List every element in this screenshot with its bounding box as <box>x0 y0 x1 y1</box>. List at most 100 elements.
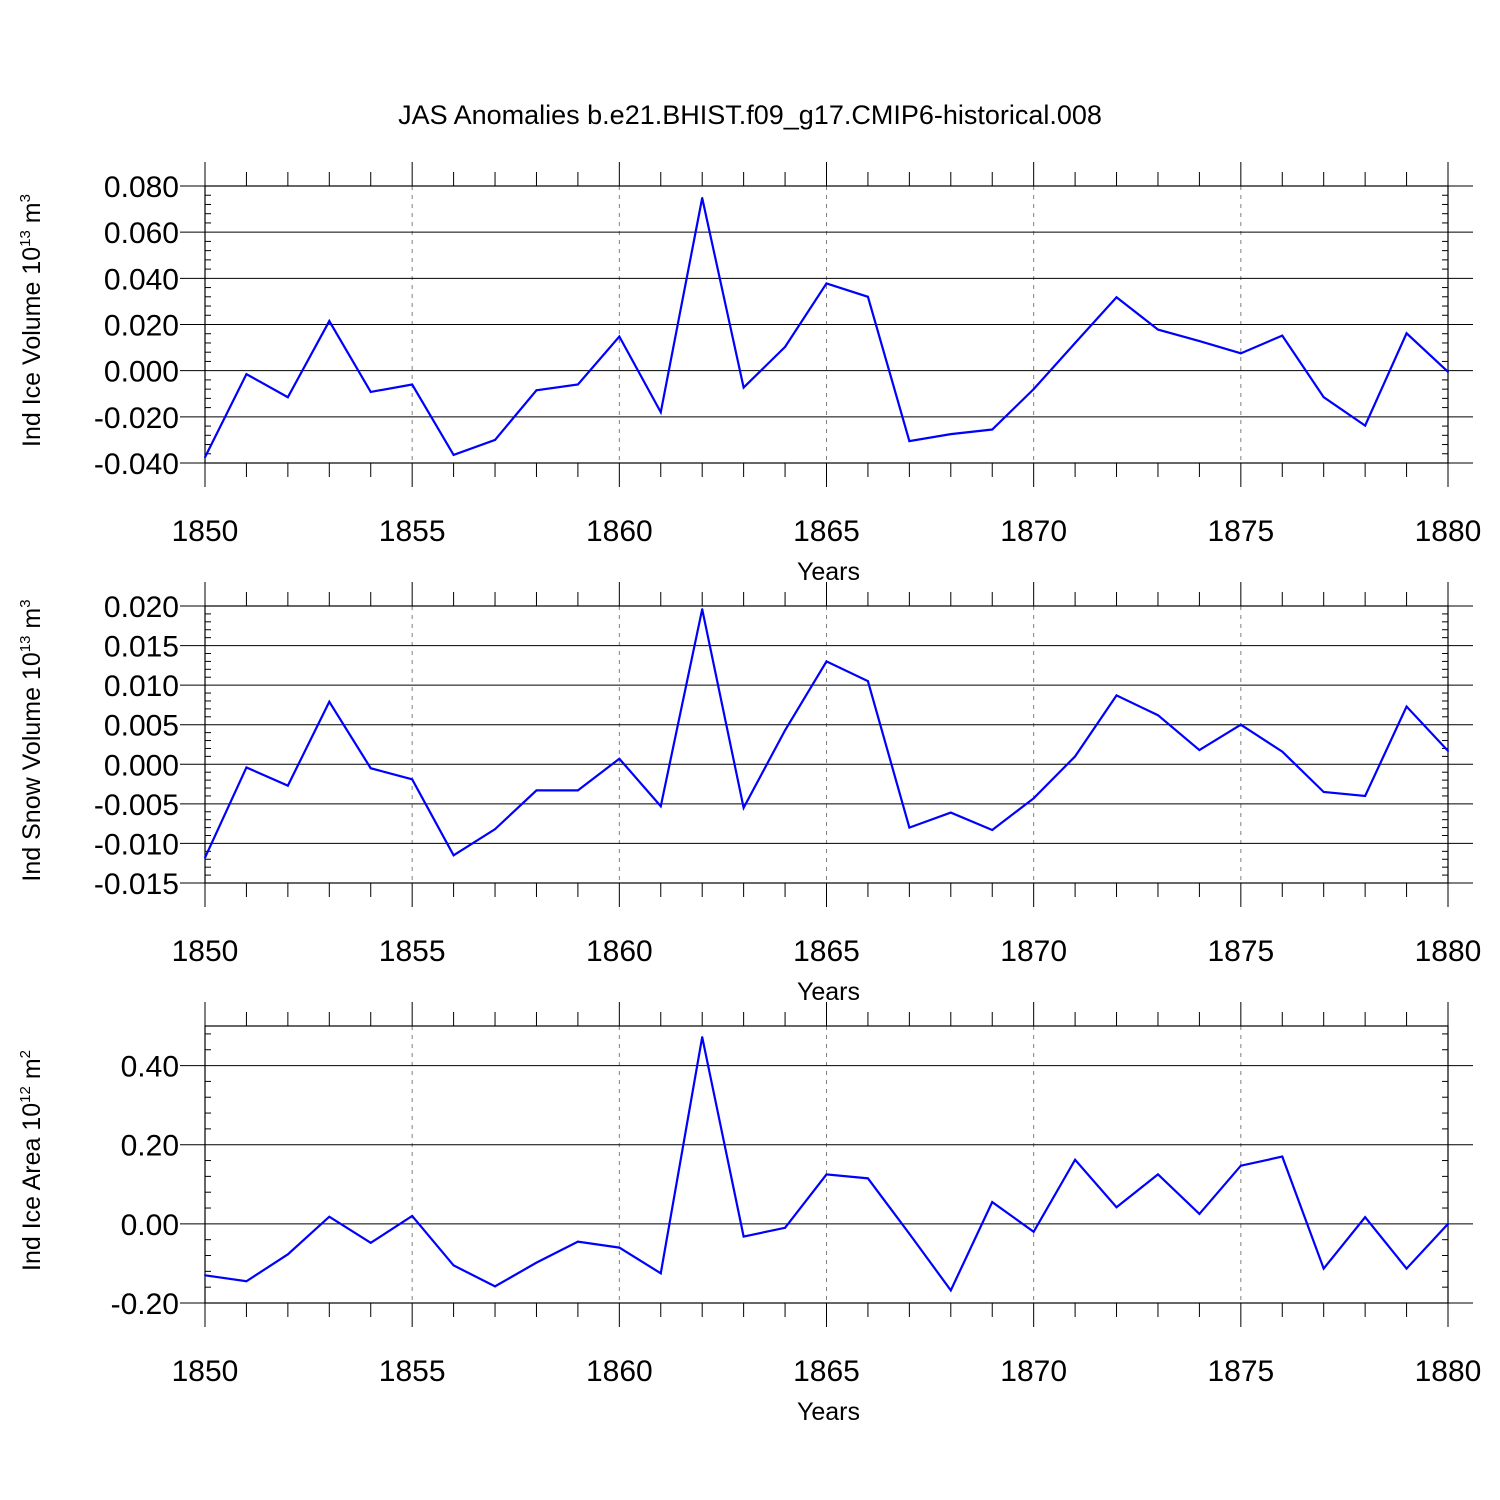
data-point <box>1364 794 1367 797</box>
data-point <box>1405 1267 1408 1270</box>
data-point <box>1364 424 1367 427</box>
data-point <box>369 390 372 393</box>
x-axis-label: Years <box>797 558 860 586</box>
y-axis-label: Ind Ice Area 1012 m2 <box>17 1050 46 1271</box>
y-axis-label: Ind Snow Volume 1013 m3 <box>17 599 46 881</box>
y-tick-label: 0.020 <box>104 310 179 343</box>
x-tick-label: 1865 <box>793 515 860 548</box>
data-point <box>825 660 828 663</box>
data-point <box>1156 1173 1159 1176</box>
data-point <box>452 453 455 456</box>
data-point <box>1074 755 1077 758</box>
data-point <box>784 729 787 732</box>
x-tick-label: 1875 <box>1207 1355 1274 1388</box>
x-axis-label: Years <box>797 978 860 1006</box>
y-tick-label: -0.005 <box>94 789 179 822</box>
data-point <box>1156 714 1159 717</box>
data-point <box>411 383 414 386</box>
data-point <box>411 778 414 781</box>
data-point <box>1198 340 1201 343</box>
data-point <box>1239 723 1242 726</box>
y-tick-label: 0.20 <box>121 1130 179 1163</box>
data-point <box>825 282 828 285</box>
data-point <box>908 440 911 443</box>
x-tick-label: 1865 <box>793 1355 860 1388</box>
x-tick-label: 1860 <box>586 935 653 968</box>
data-point <box>1447 370 1449 373</box>
x-tick-label: 1875 <box>1207 935 1274 968</box>
y-tick-label: -0.020 <box>94 402 179 435</box>
data-point <box>991 828 994 831</box>
chart-panel-1: -0.040 -0.020 0.000 0.020 0.040 0.060 0.080 185… <box>17 162 1481 586</box>
data-point <box>949 433 952 436</box>
x-tick-label: 1870 <box>1000 935 1067 968</box>
data-point <box>245 373 248 376</box>
data-point <box>245 766 248 769</box>
data-point <box>1281 750 1284 753</box>
y-tick-label: 0.000 <box>104 749 179 782</box>
data-point <box>1032 797 1035 800</box>
x-tick-label: 1855 <box>379 515 446 548</box>
data-point <box>535 789 538 792</box>
data-point <box>618 335 621 338</box>
panels: -0.040 -0.020 0.000 0.020 0.040 0.060 0.080 185… <box>17 162 1481 1426</box>
data-point <box>1322 790 1325 793</box>
data-point <box>1447 749 1449 752</box>
data-point <box>1198 1212 1201 1215</box>
x-tick-label: 1875 <box>1207 515 1274 548</box>
x-tick-label: 1860 <box>586 515 653 548</box>
x-tick-label: 1850 <box>172 935 239 968</box>
data-point <box>1115 1206 1118 1209</box>
data-point <box>204 856 206 859</box>
data-point <box>494 438 497 441</box>
y-tick-label: 0.060 <box>104 217 179 250</box>
data-point <box>618 757 621 760</box>
data-point <box>866 680 869 683</box>
data-point <box>1405 705 1408 708</box>
data-point <box>1115 296 1118 299</box>
data-point <box>949 811 952 814</box>
data-point <box>452 854 455 857</box>
data-point <box>1198 749 1201 752</box>
data-point <box>1281 1155 1284 1158</box>
chart-panel-3: -0.20 0.00 0.20 0.40 1850 1855 1860 1865 1870 187… <box>17 1002 1481 1426</box>
data-point <box>328 700 331 703</box>
x-tick-label: 1850 <box>172 515 239 548</box>
data-point <box>742 1235 745 1238</box>
x-axis-label: Years <box>797 1398 860 1426</box>
data-point <box>204 1274 206 1277</box>
data-point <box>369 767 372 770</box>
data-point <box>1405 332 1408 335</box>
series-line <box>204 197 1449 458</box>
y-tick-label: 0.00 <box>121 1209 179 1242</box>
x-tick-label: 1850 <box>172 1355 239 1388</box>
y-tick-label: 0.010 <box>104 670 179 703</box>
x-tick-label: 1870 <box>1000 1355 1067 1388</box>
data-point <box>286 1253 289 1256</box>
data-point <box>328 320 331 323</box>
data-point <box>328 1215 331 1218</box>
data-point <box>1032 1230 1035 1233</box>
data-point <box>1032 388 1035 391</box>
y-tick-label: -0.015 <box>94 868 179 901</box>
data-point <box>1156 328 1159 331</box>
plot-frame <box>204 605 1449 884</box>
y-tick-label: -0.20 <box>111 1288 179 1321</box>
data-point <box>204 456 206 459</box>
data-point <box>618 1246 621 1249</box>
data-point <box>1322 396 1325 399</box>
data-point <box>659 805 662 808</box>
y-tick-label: 0.015 <box>104 631 179 664</box>
x-tick-label: 1855 <box>379 935 446 968</box>
data-point <box>701 1036 704 1039</box>
data-point <box>659 411 662 414</box>
data-point <box>784 345 787 348</box>
data-point <box>1074 1158 1077 1161</box>
data-point <box>742 806 745 809</box>
data-point <box>452 1264 455 1267</box>
x-tick-label: 1880 <box>1415 935 1482 968</box>
y-tick-label: 0.020 <box>104 591 179 624</box>
data-point <box>535 1261 538 1264</box>
plot-frame <box>204 185 1449 464</box>
